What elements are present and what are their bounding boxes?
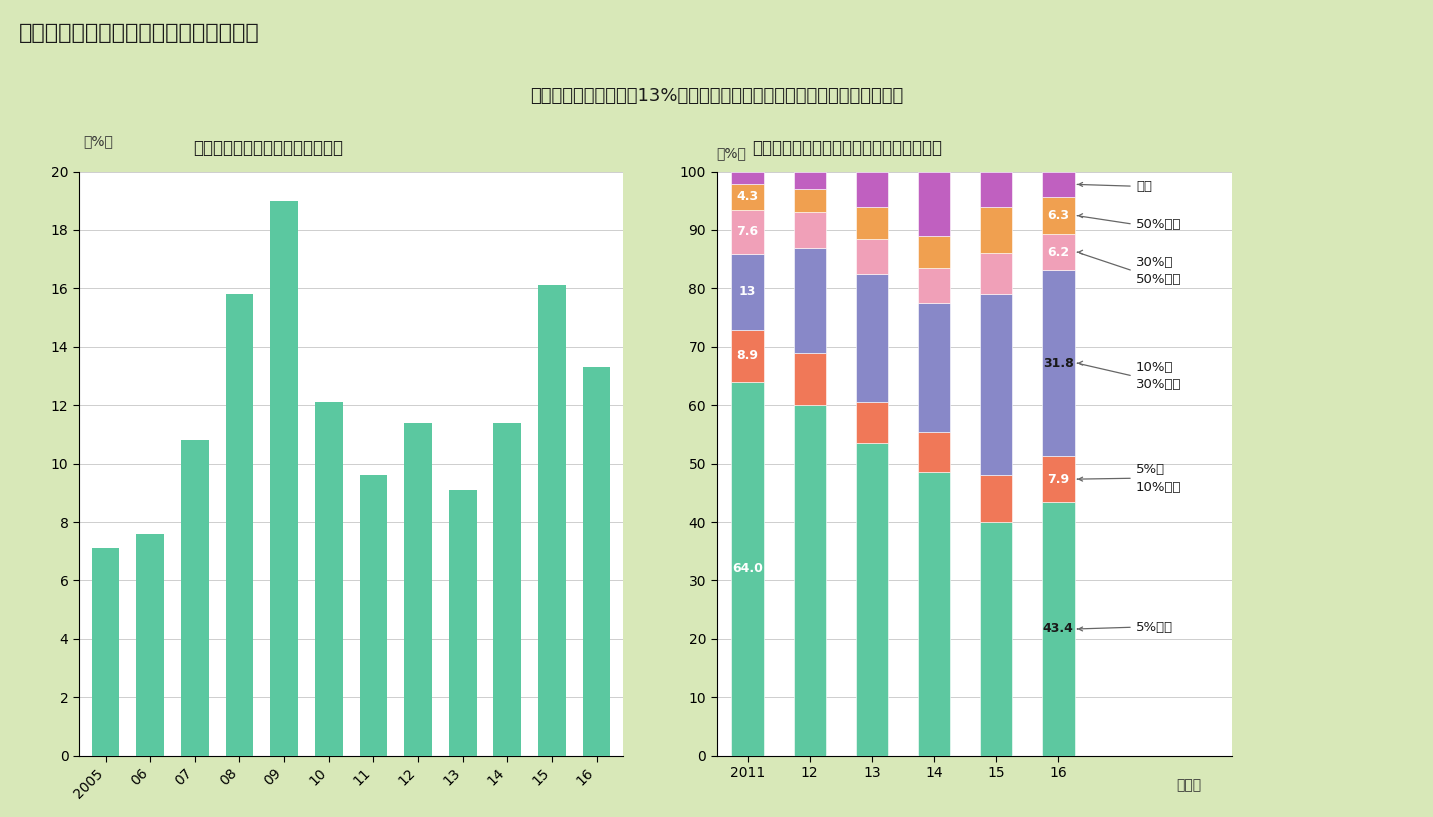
Bar xyxy=(794,172,825,189)
Bar xyxy=(539,285,566,756)
Bar xyxy=(1042,234,1075,270)
Bar xyxy=(731,172,764,185)
Text: 43.4: 43.4 xyxy=(1043,623,1073,636)
Bar xyxy=(1042,270,1075,456)
Bar xyxy=(919,303,950,431)
Bar xyxy=(225,294,254,756)
Bar xyxy=(1042,197,1075,234)
Bar xyxy=(856,402,888,443)
Text: 不詳: 不詳 xyxy=(1136,180,1152,193)
Text: 50%未満: 50%未満 xyxy=(1136,273,1182,286)
Bar xyxy=(449,490,477,756)
Text: （%）: （%） xyxy=(716,146,747,160)
Bar xyxy=(794,212,825,248)
Text: （年）: （年） xyxy=(1176,778,1201,792)
Bar xyxy=(493,422,522,756)
Bar xyxy=(856,443,888,756)
Text: 10%未満: 10%未満 xyxy=(1136,480,1182,493)
Text: 第３－２－４図　テレワークの利用動向: 第３－２－４図 テレワークの利用動向 xyxy=(19,24,259,43)
Bar xyxy=(919,236,950,268)
Text: 10%～: 10%～ xyxy=(1136,361,1174,373)
Text: 5%～: 5%～ xyxy=(1136,463,1165,476)
Bar xyxy=(794,189,825,212)
Text: 5%未満: 5%未満 xyxy=(1136,621,1174,634)
Bar xyxy=(794,248,825,353)
Bar xyxy=(980,294,1012,475)
Bar xyxy=(980,172,1012,207)
Bar xyxy=(404,422,431,756)
Text: 8.9: 8.9 xyxy=(737,350,758,363)
Bar xyxy=(731,209,764,254)
Bar xyxy=(794,353,825,405)
Text: （%）: （%） xyxy=(83,134,113,148)
Text: 6.3: 6.3 xyxy=(1048,209,1069,222)
Bar xyxy=(360,475,387,756)
Bar xyxy=(731,254,764,330)
Bar xyxy=(980,253,1012,294)
Bar xyxy=(856,274,888,402)
Text: （１）テレワーク導入企業の割合: （１）テレワーク導入企業の割合 xyxy=(193,139,344,157)
Text: 13: 13 xyxy=(739,285,757,298)
Bar xyxy=(856,172,888,207)
Bar xyxy=(1042,172,1075,197)
Text: 31.8: 31.8 xyxy=(1043,357,1073,369)
Bar xyxy=(980,207,1012,253)
Bar xyxy=(919,172,950,236)
Text: 30%～: 30%～ xyxy=(1136,256,1174,269)
Bar xyxy=(1042,502,1075,756)
Text: 6.2: 6.2 xyxy=(1048,246,1069,259)
Bar xyxy=(271,201,298,756)
Bar xyxy=(731,185,764,209)
Bar xyxy=(315,402,342,756)
Bar xyxy=(919,431,950,472)
Bar xyxy=(794,405,825,756)
Text: テレワーク導入企業は13%と低いが、今後の活用により生産性向上が期待: テレワーク導入企業は13%と低いが、今後の活用により生産性向上が期待 xyxy=(530,87,903,105)
Text: 30%未満: 30%未満 xyxy=(1136,378,1182,391)
Bar xyxy=(856,207,888,239)
Bar xyxy=(856,239,888,274)
Text: 7.6: 7.6 xyxy=(737,225,758,239)
Bar xyxy=(181,440,209,756)
Bar xyxy=(136,534,163,756)
Text: （２）テレワークを利用する従業員の割合: （２）テレワークを利用する従業員の割合 xyxy=(752,139,943,157)
Bar xyxy=(731,330,764,382)
Bar xyxy=(980,475,1012,522)
Text: 50%以上: 50%以上 xyxy=(1136,217,1182,230)
Bar xyxy=(731,382,764,756)
Bar xyxy=(92,548,119,756)
Text: 64.0: 64.0 xyxy=(732,562,762,575)
Text: 7.9: 7.9 xyxy=(1048,472,1069,485)
Bar xyxy=(919,268,950,303)
Bar xyxy=(583,368,610,756)
Text: 4.3: 4.3 xyxy=(737,190,758,203)
Bar xyxy=(980,522,1012,756)
Bar xyxy=(1042,456,1075,502)
Bar xyxy=(919,472,950,756)
